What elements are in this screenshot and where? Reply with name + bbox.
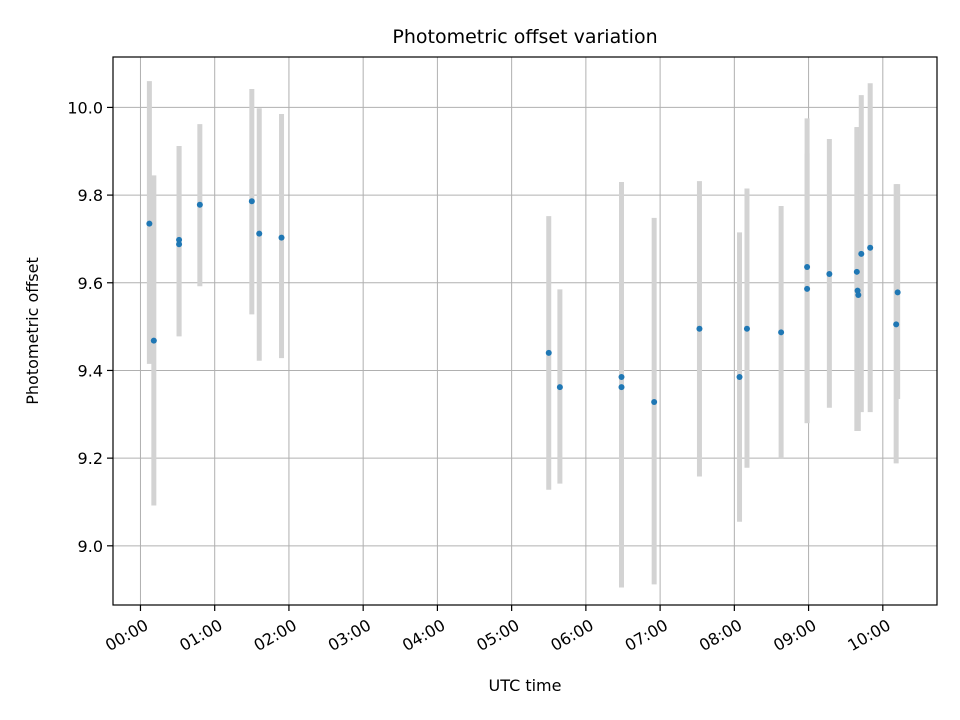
y-tick-label: 10.0 bbox=[67, 98, 103, 117]
data-point bbox=[278, 234, 285, 241]
data-point bbox=[743, 325, 750, 332]
grid bbox=[113, 57, 937, 605]
data-point bbox=[696, 325, 703, 332]
y-tick-label: 9.0 bbox=[78, 537, 103, 556]
data-point bbox=[150, 337, 157, 344]
data-point bbox=[651, 399, 658, 406]
data-point bbox=[618, 384, 625, 391]
y-tick-label: 9.2 bbox=[78, 449, 103, 468]
data-point bbox=[893, 321, 900, 328]
data-point bbox=[545, 349, 552, 356]
data-point bbox=[855, 292, 862, 299]
data-point bbox=[618, 374, 625, 381]
y-tick-label: 9.8 bbox=[78, 186, 103, 205]
data-point bbox=[196, 201, 203, 208]
data-point bbox=[146, 220, 153, 227]
x-axis-title: UTC time bbox=[489, 676, 562, 695]
data-points bbox=[146, 198, 901, 406]
data-point bbox=[826, 271, 833, 278]
data-point bbox=[256, 230, 263, 237]
y-axis-ticks: 9.0 9.2 9.4 9.6 9.8 10.0 bbox=[67, 98, 113, 556]
data-point bbox=[804, 263, 811, 270]
data-point bbox=[853, 268, 860, 275]
data-point bbox=[778, 329, 785, 336]
data-point bbox=[867, 244, 874, 251]
chart-title: Photometric offset variation bbox=[392, 26, 657, 48]
data-point bbox=[894, 289, 901, 296]
y-tick-label: 9.6 bbox=[78, 274, 103, 293]
data-point bbox=[858, 250, 865, 257]
data-point bbox=[804, 285, 811, 292]
data-point bbox=[556, 384, 563, 391]
plot-area-frame bbox=[112, 56, 938, 606]
y-tick-label: 9.4 bbox=[78, 361, 103, 380]
data-point bbox=[248, 198, 255, 205]
data-point bbox=[176, 236, 183, 243]
y-axis-title: Photometric offset bbox=[23, 257, 42, 405]
data-point bbox=[176, 241, 183, 248]
data-point bbox=[736, 374, 743, 381]
